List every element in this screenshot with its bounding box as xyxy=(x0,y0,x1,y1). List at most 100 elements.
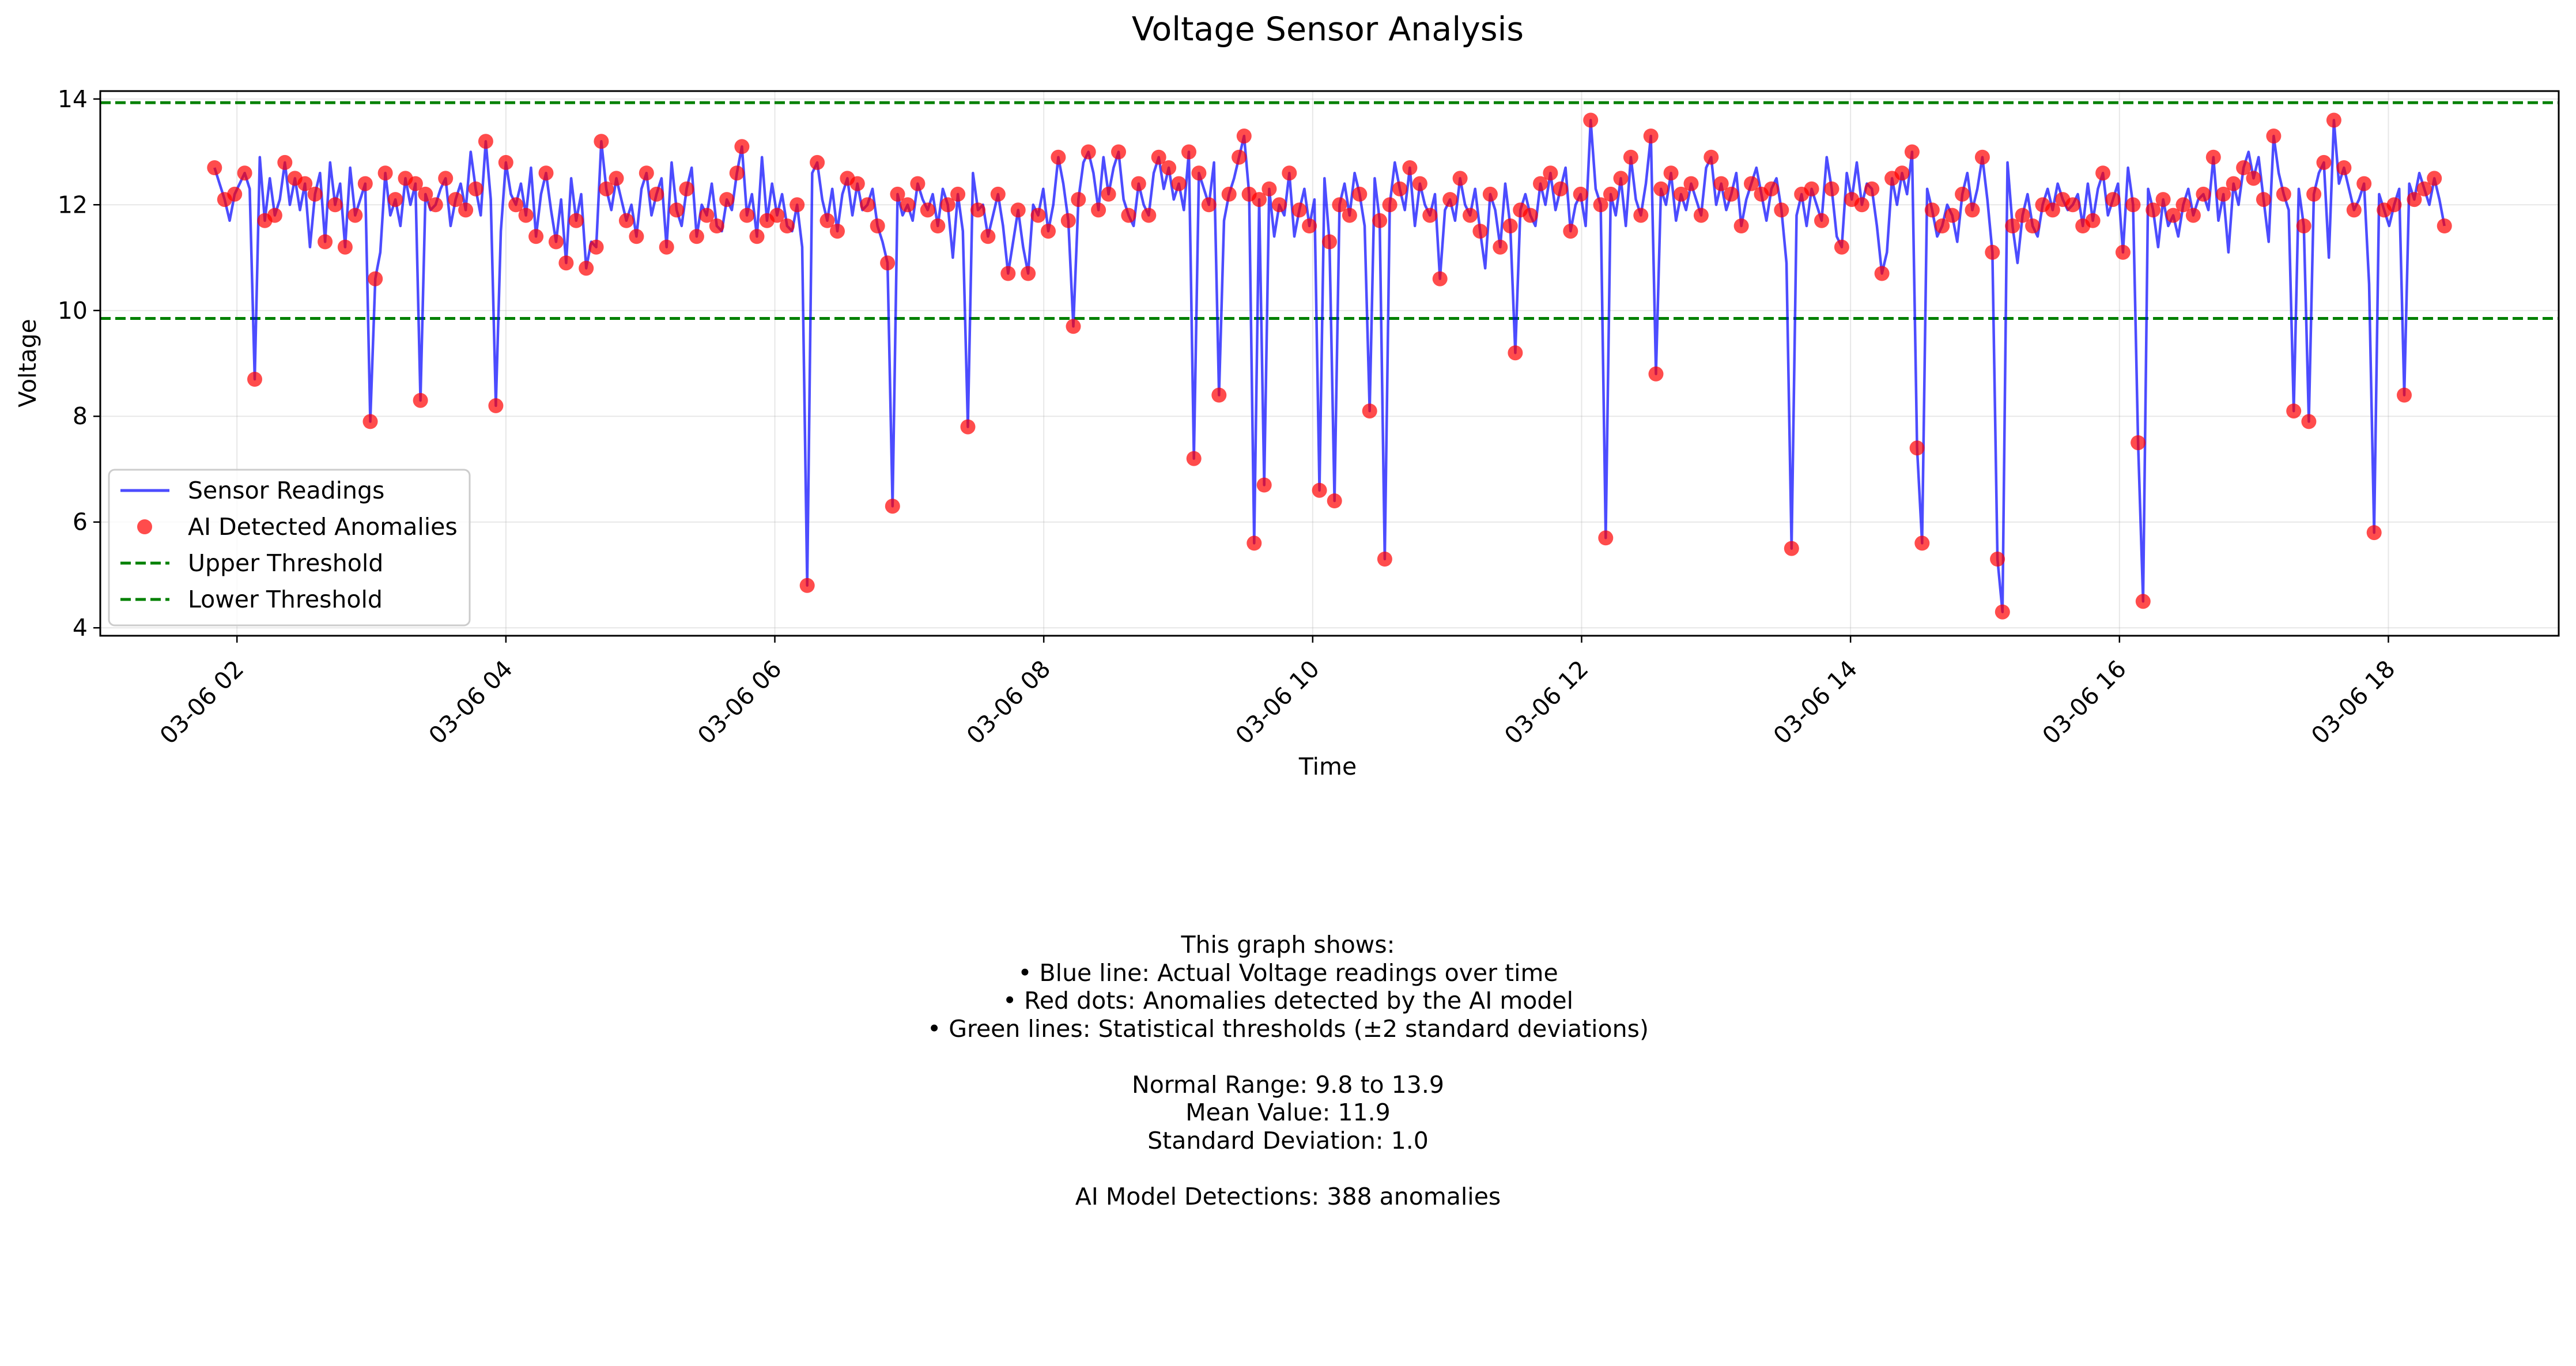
anomaly-point xyxy=(1352,186,1368,202)
anomaly-point xyxy=(468,181,484,197)
anomaly-point xyxy=(1051,149,1066,165)
anomaly-point xyxy=(1814,213,1829,228)
anomaly-point xyxy=(960,419,976,435)
anomaly-point xyxy=(413,393,428,408)
anomaly-point xyxy=(368,271,383,286)
anomaly-point xyxy=(1247,535,1262,551)
anomaly-point xyxy=(1724,186,1739,202)
anomaly-point xyxy=(1935,218,1950,233)
anomaly-point xyxy=(588,239,604,255)
anomaly-point xyxy=(1990,552,2005,567)
anomaly-point xyxy=(1402,160,1418,175)
anomaly-point xyxy=(1060,213,1076,228)
anomaly-point xyxy=(890,186,905,202)
anomaly-point xyxy=(1523,207,1538,223)
anomaly-point xyxy=(2296,218,2311,233)
anomaly-point xyxy=(618,213,634,228)
anomaly-point xyxy=(207,160,222,175)
anomaly-points xyxy=(207,112,2452,620)
anomaly-point xyxy=(1693,207,1709,223)
anomaly-point xyxy=(950,186,966,202)
grid-lines xyxy=(100,91,2559,636)
anomaly-point xyxy=(849,176,865,191)
anomaly-point xyxy=(1965,202,1980,218)
anomaly-point xyxy=(2286,403,2302,419)
anomaly-point xyxy=(1674,186,1689,202)
anomaly-point xyxy=(2205,149,2221,165)
anomaly-point xyxy=(1377,552,1392,567)
anomaly-point xyxy=(1623,149,1638,165)
anomaly-point xyxy=(900,197,915,213)
anomaly-point xyxy=(594,134,609,149)
anomaly-point xyxy=(1553,181,1568,197)
anomaly-point xyxy=(1327,493,1342,508)
anomaly-point xyxy=(297,176,313,191)
anomaly-point xyxy=(2185,207,2201,223)
anomaly-point xyxy=(1382,197,1397,213)
anomaly-point xyxy=(2115,244,2131,260)
anomaly-point xyxy=(327,197,343,213)
anomaly-point xyxy=(579,261,594,276)
anomaly-point xyxy=(1633,207,1649,223)
anomaly-point xyxy=(779,218,795,233)
anomaly-point xyxy=(1663,165,1679,181)
anomaly-point xyxy=(1071,192,1086,207)
caption-line xyxy=(0,1154,2576,1183)
anomaly-point xyxy=(237,165,252,181)
anomaly-point xyxy=(1186,451,1202,466)
anomaly-point xyxy=(1000,266,1016,281)
anomaly-point xyxy=(1704,149,1719,165)
anomaly-point xyxy=(438,171,454,186)
x-tick-label: 03-06 10 xyxy=(1230,655,1325,749)
anomaly-point xyxy=(2095,165,2111,181)
anomaly-point xyxy=(1804,181,1819,197)
anomaly-point xyxy=(990,186,1006,202)
anomaly-point xyxy=(930,218,946,233)
legend-box xyxy=(108,469,471,627)
anomaly-point xyxy=(1081,144,1096,160)
anomaly-point xyxy=(1452,171,1468,186)
anomaly-point xyxy=(1834,239,1849,255)
anomaly-point xyxy=(348,207,363,223)
anomaly-point xyxy=(1744,176,1759,191)
anomaly-point xyxy=(337,239,353,255)
anomaly-point xyxy=(1030,207,1046,223)
anomaly-point xyxy=(2316,154,2332,170)
anomaly-point xyxy=(1261,181,1277,197)
anomaly-point xyxy=(1141,207,1157,223)
chart-title: Voltage Sensor Analysis xyxy=(1132,10,1524,48)
anomaly-point xyxy=(1041,224,1056,239)
caption-line xyxy=(0,1043,2576,1071)
anomaly-point xyxy=(1774,202,1789,218)
anomaly-point xyxy=(2407,192,2422,207)
y-tick-label: 6 xyxy=(73,508,88,536)
anomaly-point xyxy=(1362,403,1377,419)
x-tick-label: 03-06 06 xyxy=(692,655,787,749)
anomaly-point xyxy=(1201,197,1217,213)
anomaly-point xyxy=(1955,186,1970,202)
anomaly-point xyxy=(1593,197,1608,213)
anomaly-point xyxy=(2155,192,2171,207)
x-tick-label: 03-06 12 xyxy=(1499,655,1593,749)
anomaly-point xyxy=(2166,207,2181,223)
anomaly-point xyxy=(749,229,765,244)
y-tick-label: 4 xyxy=(73,614,88,642)
anomaly-point xyxy=(1432,271,1448,286)
anomaly-point xyxy=(2366,525,2382,541)
anomaly-point xyxy=(980,229,996,244)
x-tick-label: 03-06 14 xyxy=(1768,655,1863,749)
anomaly-point xyxy=(388,192,403,207)
anomaly-point xyxy=(2301,414,2317,429)
anomaly-point xyxy=(1533,176,1548,191)
anomaly-point xyxy=(558,255,574,271)
anomaly-point xyxy=(1021,266,1036,281)
anomaly-point xyxy=(267,207,282,223)
anomaly-point xyxy=(508,197,524,213)
anomaly-point xyxy=(1854,197,1869,213)
anomaly-point xyxy=(377,165,393,181)
caption-line: Mean Value: 11.9 xyxy=(1185,1099,1391,1126)
anomaly-point xyxy=(1603,186,1618,202)
anomaly-point xyxy=(2336,160,2352,175)
anomaly-point xyxy=(1101,186,1116,202)
anomaly-point xyxy=(1312,482,1327,498)
